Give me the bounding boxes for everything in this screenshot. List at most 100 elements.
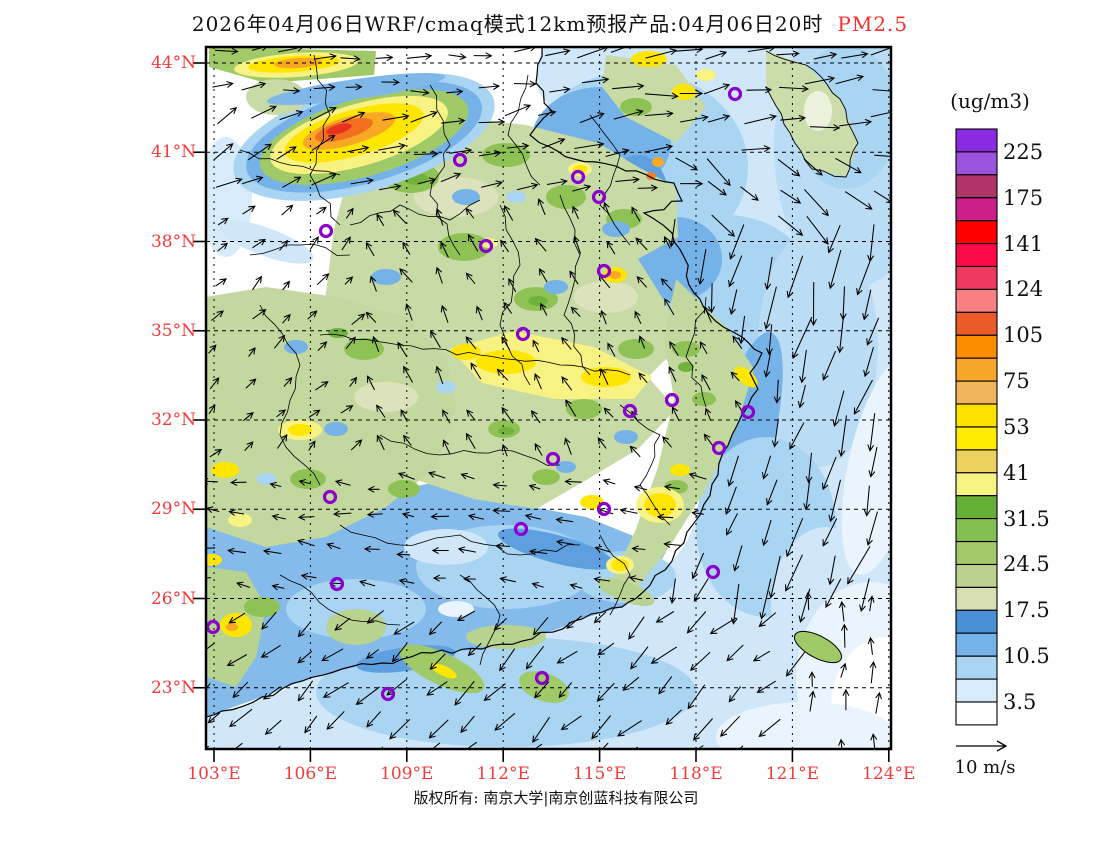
legend-tick-label: 3.5 bbox=[1003, 690, 1037, 714]
wind-arrow bbox=[386, 678, 408, 696]
wind-arrow bbox=[645, 48, 678, 59]
wind-arrow bbox=[300, 572, 317, 580]
wind-arrow bbox=[297, 538, 315, 547]
wind-arrow bbox=[594, 545, 611, 553]
city-marker bbox=[478, 238, 494, 254]
wind-arrow bbox=[369, 275, 377, 292]
wind-arrow bbox=[309, 236, 319, 250]
wind-arrow bbox=[465, 272, 476, 285]
wind-arrow bbox=[406, 52, 433, 60]
wind-arrow bbox=[359, 579, 376, 587]
wind-arrow bbox=[209, 448, 223, 458]
wind-arrow bbox=[276, 146, 297, 160]
province-border bbox=[339, 524, 581, 556]
city-marker bbox=[515, 326, 531, 342]
wind-arrow bbox=[827, 224, 841, 254]
wind-arrow bbox=[271, 513, 286, 521]
wind-arrow bbox=[866, 511, 879, 546]
wind-arrow bbox=[660, 278, 673, 291]
wind-arrow bbox=[242, 411, 254, 422]
legend-color-box bbox=[955, 518, 998, 543]
wind-arrow bbox=[332, 510, 352, 518]
wind-arrow bbox=[481, 180, 503, 188]
wind-arrow bbox=[669, 341, 679, 357]
city-marker bbox=[452, 152, 468, 168]
lon-label: 106°E bbox=[283, 764, 338, 784]
wind-arrow bbox=[828, 479, 842, 523]
wind-arrow bbox=[570, 306, 581, 317]
wind-arrow bbox=[758, 718, 781, 738]
wind-arrow bbox=[537, 109, 557, 117]
wind-arrow bbox=[866, 317, 880, 346]
wind-arrow bbox=[282, 313, 291, 324]
wind-arrow bbox=[838, 738, 846, 749]
wind-arrow bbox=[393, 621, 415, 635]
wind-arrow bbox=[689, 651, 711, 671]
wind-arrow bbox=[622, 676, 640, 691]
wind-arrow bbox=[206, 682, 211, 691]
wind-arrow bbox=[821, 456, 837, 491]
wind-arrow bbox=[605, 148, 630, 158]
province-border bbox=[599, 534, 631, 616]
wind-arrow bbox=[435, 266, 443, 284]
wind-arrow bbox=[534, 237, 547, 252]
wind-arrow bbox=[810, 281, 817, 327]
wind-arrow bbox=[375, 54, 394, 62]
wind-arrow bbox=[206, 544, 216, 552]
city-marker bbox=[322, 489, 338, 505]
wind-arrow bbox=[213, 143, 234, 161]
wind-arrow bbox=[756, 680, 776, 694]
wind-arrow bbox=[561, 376, 573, 391]
wind-arrow bbox=[397, 472, 415, 480]
wind-arrow bbox=[663, 541, 681, 548]
lon-label: 109°E bbox=[380, 764, 434, 784]
city-marker bbox=[206, 619, 221, 635]
wind-arrow bbox=[262, 548, 282, 556]
wind-arrow bbox=[602, 478, 616, 486]
legend-color-box bbox=[955, 243, 998, 268]
wind-arrow bbox=[283, 87, 301, 95]
province-boundaries bbox=[206, 47, 859, 718]
wind-arrow bbox=[840, 623, 848, 648]
wind-arrow bbox=[872, 89, 891, 92]
wind-arrow bbox=[870, 47, 891, 56]
wind-arrow bbox=[315, 381, 329, 391]
wind-arrow bbox=[556, 650, 578, 664]
wind-arrow bbox=[847, 546, 871, 585]
legend-color-box bbox=[955, 265, 998, 290]
wind-arrow bbox=[226, 654, 248, 666]
wind-arrow bbox=[797, 384, 807, 409]
legend-color-box bbox=[955, 563, 998, 588]
wind-arrow bbox=[334, 479, 351, 487]
wind-arrow bbox=[732, 545, 743, 572]
wind-arrow bbox=[261, 611, 277, 630]
wind-arrow bbox=[479, 150, 502, 157]
wind-arrow bbox=[500, 239, 510, 253]
wind-arrow bbox=[417, 177, 437, 185]
wind-arrow bbox=[366, 711, 382, 728]
wind-arrow bbox=[313, 83, 336, 91]
wind-arrow bbox=[703, 83, 731, 95]
wind-arrow bbox=[631, 545, 646, 553]
wind-arrow bbox=[363, 545, 380, 553]
wind-arrow bbox=[561, 336, 572, 350]
wind-arrow bbox=[365, 649, 380, 659]
wind-arrow bbox=[776, 50, 800, 58]
wind-arrow bbox=[378, 142, 407, 151]
wind-arrow bbox=[440, 241, 449, 258]
wind-arrow bbox=[245, 378, 257, 389]
wind-arrow bbox=[870, 111, 891, 118]
wind-arrow bbox=[803, 479, 811, 511]
wind-arrow bbox=[869, 660, 877, 684]
map-area bbox=[204, 45, 893, 751]
wind-arrow bbox=[579, 112, 605, 124]
city-markers bbox=[206, 86, 756, 702]
wind-arrow bbox=[581, 76, 610, 84]
wind-arrow bbox=[350, 439, 363, 451]
legend-color-box bbox=[955, 495, 998, 520]
wind-arrow bbox=[492, 507, 511, 515]
wind-arrow bbox=[758, 612, 777, 628]
wind-arrow bbox=[349, 376, 358, 388]
wind-arrow bbox=[241, 81, 267, 91]
legend-tick-label: 53 bbox=[1003, 415, 1030, 439]
